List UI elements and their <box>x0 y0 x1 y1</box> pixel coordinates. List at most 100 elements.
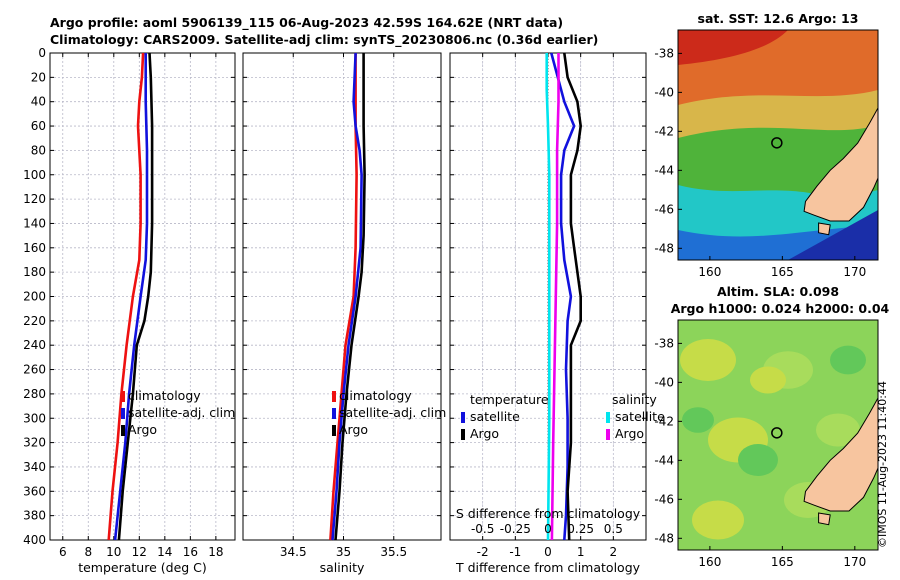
y-tick-label: 80 <box>31 143 46 157</box>
series-line-argo <box>334 53 366 541</box>
map-y-tick-label: -42 <box>654 124 674 138</box>
series-line-temperature-argo <box>563 52 583 541</box>
sst-map <box>678 30 878 260</box>
landmass-south-island <box>803 106 878 222</box>
legend-group-title: temperature <box>470 392 549 407</box>
sla-low-patch <box>830 345 866 375</box>
y-tick-label: 60 <box>31 119 46 133</box>
argo-float-marker <box>771 427 783 439</box>
sla-low-patch <box>682 407 714 433</box>
series-line-temperature-satellite <box>550 52 576 541</box>
legend-swatch <box>606 412 610 423</box>
x2-tick-label: -0.5 <box>471 522 494 536</box>
x-tick-label: 12 <box>132 545 147 559</box>
y-tick-label: 240 <box>23 338 46 352</box>
y-tick-label: 100 <box>23 168 46 182</box>
map-y-tick-label: -44 <box>654 453 674 467</box>
series-line-satellite-adj-clim <box>113 53 149 541</box>
legend-label: satellite <box>470 409 520 424</box>
x-tick-label: -1 <box>509 545 521 559</box>
x-tick-label: 18 <box>208 545 223 559</box>
x-tick-label: -2 <box>477 545 489 559</box>
map-x-tick-label: 160 <box>698 555 721 569</box>
legend-label: Argo <box>128 422 157 437</box>
y-tick-label: 400 <box>23 533 46 547</box>
y-tick-label: 320 <box>23 436 46 450</box>
legend-label: climatology <box>128 388 201 403</box>
y-tick-label: 260 <box>23 363 46 377</box>
series-line-climatology <box>329 53 358 541</box>
legend-group-title: salinity <box>612 392 657 407</box>
x-tick-label: 10 <box>106 545 121 559</box>
series-line-salinity-argo <box>550 53 560 541</box>
sla-low-patch <box>738 444 778 476</box>
map-y-tick-label: -48 <box>654 531 674 545</box>
sla-map-title-line1: Altim. SLA: 0.098 <box>716 284 840 299</box>
legend-swatch <box>461 412 465 423</box>
y-tick-label: 280 <box>23 387 46 401</box>
legend-label: Argo <box>470 426 499 441</box>
y-tick-label: 380 <box>23 509 46 523</box>
legend-label: satellite-adj. clim <box>339 405 446 420</box>
sla-anomaly-patch <box>680 339 736 381</box>
x-tick-label: 2 <box>610 545 618 559</box>
map-x-tick-label: 170 <box>843 555 866 569</box>
x-tick-label: 16 <box>183 545 198 559</box>
legend-swatch <box>332 391 336 402</box>
series-line-argo <box>117 52 154 541</box>
legend-label: satellite <box>615 409 665 424</box>
sst-hottest-band <box>678 30 788 65</box>
x-tick-label: 8 <box>84 545 92 559</box>
sst-coldest-band <box>788 210 878 260</box>
series-line-satellite-adj-clim <box>331 52 363 541</box>
figure-title-line2: Climatology: CARS2009. Satellite-adj cli… <box>50 32 599 47</box>
x-tick-label: 34.5 <box>280 545 307 559</box>
legend-swatch <box>332 408 336 419</box>
legend-label: Argo <box>615 426 644 441</box>
y-tick-label: 220 <box>23 314 46 328</box>
y-tick-label: 120 <box>23 192 46 206</box>
figure-title-line1: Argo profile: aoml 5906139_115 06-Aug-20… <box>50 15 564 30</box>
y-tick-label: 40 <box>31 95 46 109</box>
map-x-tick-label: 165 <box>771 555 794 569</box>
x2-tick-label: 0 <box>544 522 552 536</box>
legend-swatch <box>121 391 125 402</box>
x-tick-label: 1 <box>577 545 585 559</box>
map-x-tick-label: 170 <box>843 265 866 279</box>
map-y-tick-label: -40 <box>654 375 674 389</box>
y-tick-label: 340 <box>23 460 46 474</box>
x2-axis-label: S difference from climatology <box>456 506 641 521</box>
map-y-tick-label: -38 <box>654 336 674 350</box>
y-tick-label: 20 <box>31 70 46 84</box>
y-tick-label: 180 <box>23 265 46 279</box>
x-axis-label: temperature (deg C) <box>78 560 207 575</box>
x-tick-label: 6 <box>59 545 67 559</box>
x-axis-label: T difference from climatology <box>455 560 641 575</box>
legend-label: Argo <box>339 422 368 437</box>
x-axis-label: salinity <box>320 560 365 575</box>
x2-tick-label: 0.25 <box>567 522 594 536</box>
x2-tick-label: -0.25 <box>500 522 531 536</box>
legend-swatch <box>606 429 610 440</box>
legend-swatch <box>121 408 125 419</box>
map-y-tick-label: -38 <box>654 46 674 60</box>
map-y-tick-label: -44 <box>654 163 674 177</box>
map-frame <box>677 319 879 551</box>
footer-timestamp: ©IMOS 11-Aug-2023 11:40:44 <box>876 381 889 548</box>
x-tick-label: 0 <box>544 545 552 559</box>
y-tick-label: 0 <box>38 46 46 60</box>
legend-label: satellite-adj. clim <box>128 405 235 420</box>
y-tick-label: 360 <box>23 484 46 498</box>
map-x-tick-label: 160 <box>698 265 721 279</box>
sla-map <box>678 320 878 550</box>
sla-anomaly-patch <box>750 366 786 394</box>
y-tick-label: 140 <box>23 216 46 230</box>
argo-float-marker <box>771 137 783 149</box>
y-tick-label: 300 <box>23 411 46 425</box>
map-y-tick-label: -46 <box>654 492 674 506</box>
series-line-salinity-satellite <box>545 53 551 541</box>
legend-swatch <box>461 429 465 440</box>
x-tick-label: 35 <box>336 545 351 559</box>
